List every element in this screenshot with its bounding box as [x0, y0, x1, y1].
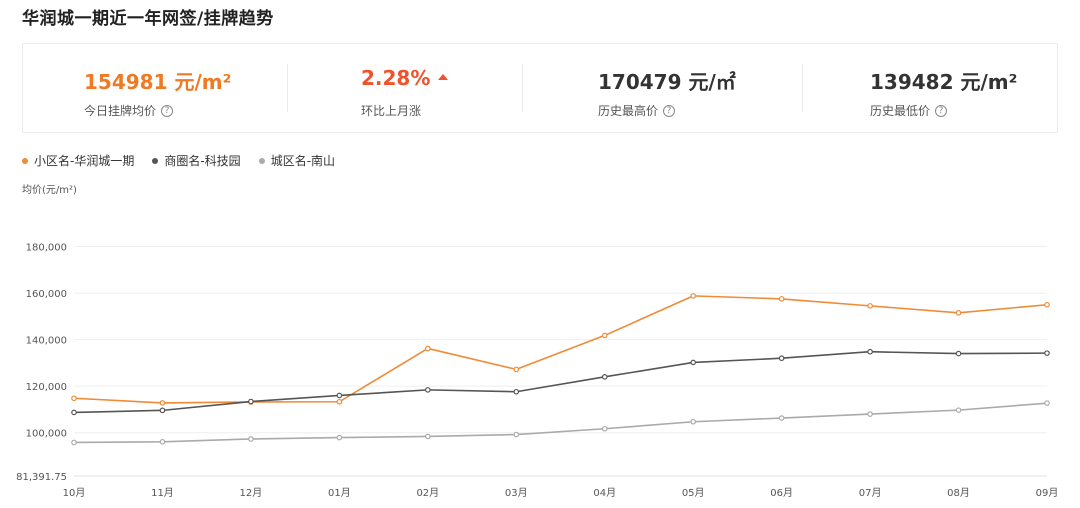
- data-point: [71, 395, 77, 402]
- data-point: [71, 409, 77, 416]
- data-point: [336, 434, 343, 441]
- stat-label: 历史最高价: [598, 104, 659, 118]
- help-icon[interactable]: ?: [935, 104, 948, 117]
- data-point: [867, 348, 873, 355]
- data-point: [778, 296, 785, 302]
- data-point: [778, 415, 785, 421]
- legend-item-business-district[interactable]: 商圈名-科技园: [152, 152, 241, 169]
- chart-legend: 小区名-华润城一期 商圈名-科技园 城区名-南山: [22, 152, 353, 169]
- data-point: [71, 439, 77, 446]
- stat-value: 139482 元/m²: [870, 70, 1018, 94]
- data-point: [248, 436, 254, 442]
- stat-divider: [802, 64, 803, 112]
- data-point: [955, 310, 962, 316]
- y-tick-label: 81,391.75: [16, 472, 67, 483]
- x-tick-label: 09月: [1036, 487, 1059, 499]
- legend-label: 商圈名-科技园: [164, 154, 241, 168]
- page-title: 华润城一期近一年网签/挂牌趋势: [22, 9, 274, 29]
- legend-label: 小区名-华润城一期: [34, 154, 135, 168]
- data-point: [867, 411, 873, 417]
- data-point: [336, 392, 343, 399]
- data-point: [955, 407, 962, 413]
- data-point: [425, 433, 431, 440]
- legend-dot-icon: [22, 157, 28, 164]
- x-tick-label: 01月: [328, 487, 351, 499]
- y-tick-label: 100,000: [26, 429, 67, 440]
- y-axis-unit-label: 均价(元/m²): [22, 185, 77, 196]
- data-point: [159, 407, 166, 414]
- help-icon[interactable]: ?: [663, 104, 676, 117]
- stat-value: 170479 元/㎡: [598, 70, 736, 94]
- data-point: [425, 387, 431, 393]
- data-point: [690, 359, 696, 366]
- data-point: [513, 388, 520, 395]
- legend-dot-icon: [152, 157, 159, 164]
- data-point: [1044, 350, 1050, 356]
- data-point: [955, 350, 962, 357]
- x-tick-label: 10月: [63, 487, 86, 499]
- x-tick-label: 02月: [416, 487, 439, 499]
- series-line: [73, 402, 1048, 444]
- stat-value-text: 2.28%: [361, 66, 431, 90]
- data-point: [1044, 400, 1050, 406]
- legend-label: 城区名-南山: [270, 154, 336, 168]
- data-point: [867, 303, 873, 309]
- data-point: [601, 425, 608, 432]
- stat-value: 154981 元/m²: [84, 70, 232, 94]
- x-tick-label: 03月: [505, 487, 528, 499]
- y-tick-label: 160,000: [26, 289, 67, 300]
- data-point: [159, 400, 166, 406]
- help-icon[interactable]: ?: [161, 104, 174, 117]
- x-tick-label: 06月: [770, 487, 793, 499]
- x-tick-label: 05月: [682, 487, 705, 499]
- x-tick-label: 11月: [151, 487, 174, 499]
- data-point: [690, 418, 696, 425]
- stat-divider: [287, 64, 288, 112]
- stat-label: 环比上月涨: [361, 104, 422, 118]
- data-point: [1044, 301, 1050, 308]
- data-point: [248, 398, 254, 405]
- stat-value: 2.28%: [361, 66, 449, 90]
- y-tick-label: 140,000: [26, 336, 67, 347]
- trend-up-icon: [438, 73, 449, 80]
- stat-label: 今日挂牌均价: [84, 104, 157, 118]
- stat-divider: [522, 64, 523, 112]
- data-point: [513, 431, 520, 438]
- stats-panel: 154981 元/m² 今日挂牌均价 ? 2.28% 环比上月涨 170479 …: [22, 43, 1058, 133]
- data-point: [778, 355, 785, 362]
- x-tick-label: 12月: [240, 487, 263, 499]
- x-tick-label: 08月: [947, 487, 970, 499]
- y-tick-label: 120,000: [26, 382, 67, 393]
- data-point: [601, 332, 608, 339]
- data-point: [690, 293, 696, 299]
- series-line: [73, 350, 1048, 414]
- legend-item-city-district[interactable]: 城区名-南山: [258, 152, 336, 169]
- legend-dot-icon: [258, 157, 265, 164]
- data-point: [425, 345, 431, 352]
- x-tick-label: 07月: [859, 487, 882, 499]
- data-point: [513, 366, 520, 373]
- data-point: [159, 438, 166, 445]
- stat-label: 历史最低价: [870, 104, 931, 118]
- legend-item-community[interactable]: 小区名-华润城一期: [22, 152, 134, 169]
- data-point: [336, 398, 343, 405]
- y-tick-label: 180,000: [26, 243, 67, 254]
- series-line: [73, 295, 1048, 404]
- data-point: [601, 374, 608, 380]
- x-tick-label: 04月: [593, 487, 616, 499]
